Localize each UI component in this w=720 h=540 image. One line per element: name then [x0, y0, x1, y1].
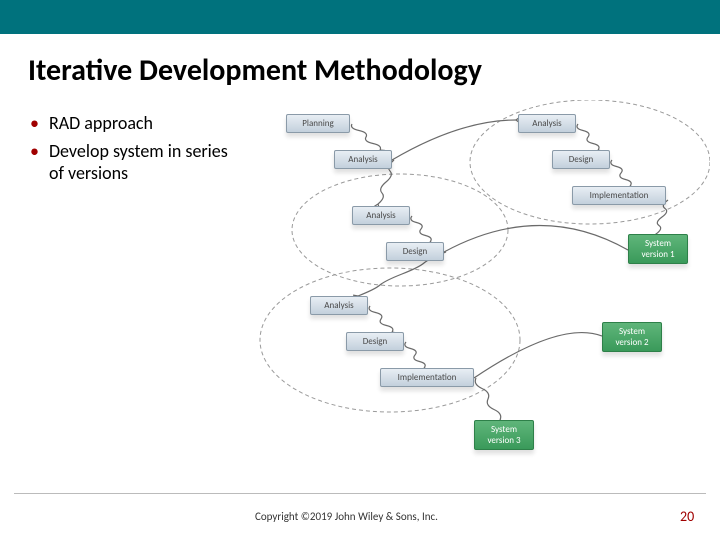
diagram-svg: [250, 100, 710, 460]
slide: Iterative Development Methodology • RAD a…: [0, 0, 720, 540]
top-bar: [0, 0, 720, 34]
diagram-node-sv3: System version 3: [474, 420, 534, 450]
diagram-node-d1: Design: [386, 242, 444, 261]
bullet-marker-icon: •: [30, 112, 39, 134]
bullet-item: • RAD approach: [30, 112, 240, 134]
diagram-node-d2: Design: [346, 332, 404, 351]
bullet-list: • RAD approach • Develop system in series o…: [30, 112, 240, 190]
page-title: Iterative Development Methodology: [28, 52, 482, 89]
bullet-item: • Develop system in series of versions: [30, 140, 240, 184]
iterative-diagram: Planning Analysis Analysis Design Analysis De…: [250, 100, 710, 460]
diagram-node-a3: Analysis: [310, 296, 368, 315]
diagram-node-in: Implementation: [572, 186, 666, 205]
bullet-text: Develop system in series of versions: [49, 140, 240, 184]
diagram-node-i2: Implementation: [380, 368, 474, 387]
diagram-node-sv2: System version 2: [602, 322, 662, 352]
page-number: 20: [680, 508, 694, 525]
diagram-node-a1: Analysis: [334, 150, 392, 169]
diagram-node-an: Analysis: [518, 114, 576, 133]
diagram-node-dn: Design: [552, 150, 610, 169]
footer-divider: [14, 493, 706, 494]
diagram-node-planning: Planning: [286, 114, 350, 133]
diagram-node-sv1: System version 1: [628, 234, 688, 264]
bullet-marker-icon: •: [30, 140, 39, 162]
diagram-node-a2: Analysis: [352, 206, 410, 225]
copyright-text: Copyright ©2019 John Wiley & Sons, Inc.: [255, 510, 438, 523]
bullet-text: RAD approach: [49, 112, 153, 134]
